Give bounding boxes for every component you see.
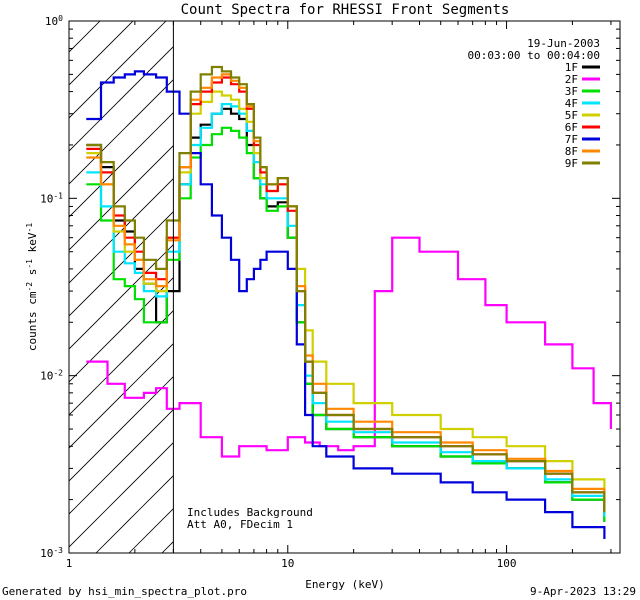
annotation-background: Includes Background (187, 506, 313, 519)
legend-date: 19-Jun-2003 (527, 37, 600, 50)
y-tick-label: 10-2 (40, 368, 63, 383)
legend-label-3f: 3F (565, 85, 578, 98)
hatch-line (69, 21, 134, 86)
legend-label-9f: 9F (565, 157, 578, 170)
series-line-9f (86, 65, 606, 513)
annotation-attenuator: Att A0, FDecim 1 (187, 518, 293, 531)
hatch-line (69, 343, 174, 449)
legend-label-7f: 7F (565, 133, 578, 146)
hatch-line (69, 21, 167, 119)
hatch-line (69, 178, 174, 284)
footer-generated-by: Generated by hsi_min_spectra_plot.pro (2, 585, 247, 598)
legend-label-4f: 4F (565, 97, 578, 110)
series-line-8f (86, 73, 606, 508)
legend-label-1f: 1F (565, 61, 578, 74)
series-line-5f (86, 90, 606, 500)
attenuator-hatch-region (0, 0, 640, 553)
hatch-line (69, 211, 174, 317)
hatch-line (228, 0, 640, 553)
series-line-3f (86, 126, 606, 522)
hatch-line (69, 46, 174, 152)
hatch-line (69, 409, 174, 515)
legend-label-6f: 6F (565, 121, 578, 134)
hatch-line (261, 0, 640, 553)
y-tick-label: 10-3 (40, 546, 63, 561)
hatch-line (69, 442, 174, 548)
series-line-4f (86, 103, 606, 517)
x-tick-label: 1 (66, 557, 73, 570)
legend-label-5f: 5F (565, 109, 578, 122)
hatch-line (0, 0, 102, 553)
x-tick-label: 10 (281, 557, 294, 570)
y-tick-label: 100 (45, 14, 63, 29)
footer-timestamp: 9-Apr-2023 13:29 (530, 585, 636, 598)
hatch-line (69, 244, 174, 350)
legend-time-range: 00:03:00 to 00:04:00 (468, 49, 600, 62)
legend-label-2f: 2F (565, 73, 578, 86)
y-axis-label: counts cm-2 s-1 keV-1 (25, 223, 40, 351)
legend-label-8f: 8F (565, 145, 578, 158)
chart-title: Count Spectra for RHESSI Front Segments (181, 2, 510, 18)
series-line-2f (86, 236, 612, 458)
hatch-line (69, 145, 174, 251)
series-line-7f (86, 70, 606, 539)
hatch-line (69, 277, 174, 383)
x-axis-label: Energy (keV) (305, 578, 384, 591)
x-tick-label: 100 (497, 557, 517, 570)
y-tick-label: 10-1 (40, 191, 63, 206)
plot-frame (68, 20, 621, 554)
hatch-line (69, 376, 174, 482)
